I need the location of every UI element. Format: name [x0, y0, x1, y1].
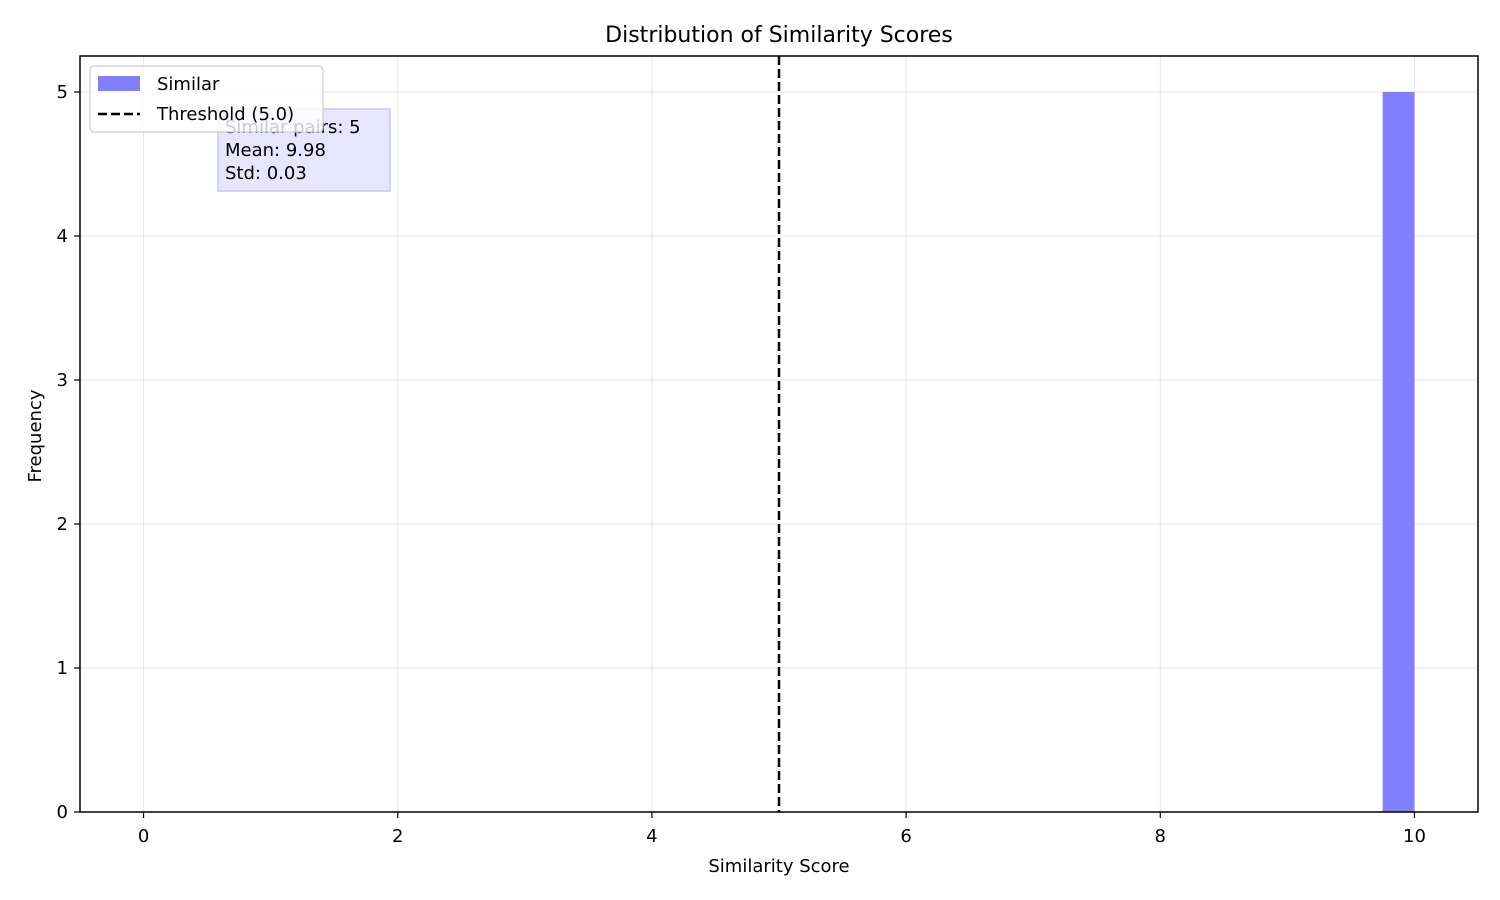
axes-frame [79, 55, 1479, 813]
x-tick-label: 2 [392, 826, 403, 847]
x-tick-label: 6 [900, 826, 911, 847]
x-tick-label: 8 [1155, 826, 1166, 847]
y-tick-label: 1 [57, 658, 68, 679]
x-axis-label: Similarity Score [708, 856, 849, 877]
x-tick-label: 0 [138, 826, 149, 847]
bars [1382, 92, 1415, 812]
legend: Similar Threshold (5.0) [89, 65, 324, 133]
y-tick-label: 2 [57, 514, 68, 535]
legend-swatch-similar [98, 76, 140, 91]
y-tick-label: 3 [57, 370, 68, 391]
legend-label-threshold: Threshold (5.0) [156, 104, 294, 125]
stats-line: Std: 0.03 [225, 163, 307, 184]
legend-frame [89, 65, 324, 133]
y-tick-label: 0 [57, 802, 68, 823]
x-tick-label: 4 [646, 826, 657, 847]
y-tick-label: 5 [57, 82, 68, 103]
y-ticks: 0 1 2 3 4 5 [57, 82, 80, 823]
y-tick-label: 4 [57, 226, 68, 247]
histogram-bar [1382, 92, 1415, 812]
x-ticks: 0 2 4 6 8 10 [138, 812, 1426, 847]
chart-title: Distribution of Similarity Scores [605, 23, 953, 48]
axes [79, 55, 1479, 813]
legend-label-similar: Similar [157, 74, 220, 95]
stats-line: Mean: 9.98 [225, 140, 326, 161]
y-axis-label: Frequency [25, 389, 46, 482]
x-tick-label: 10 [1403, 826, 1426, 847]
